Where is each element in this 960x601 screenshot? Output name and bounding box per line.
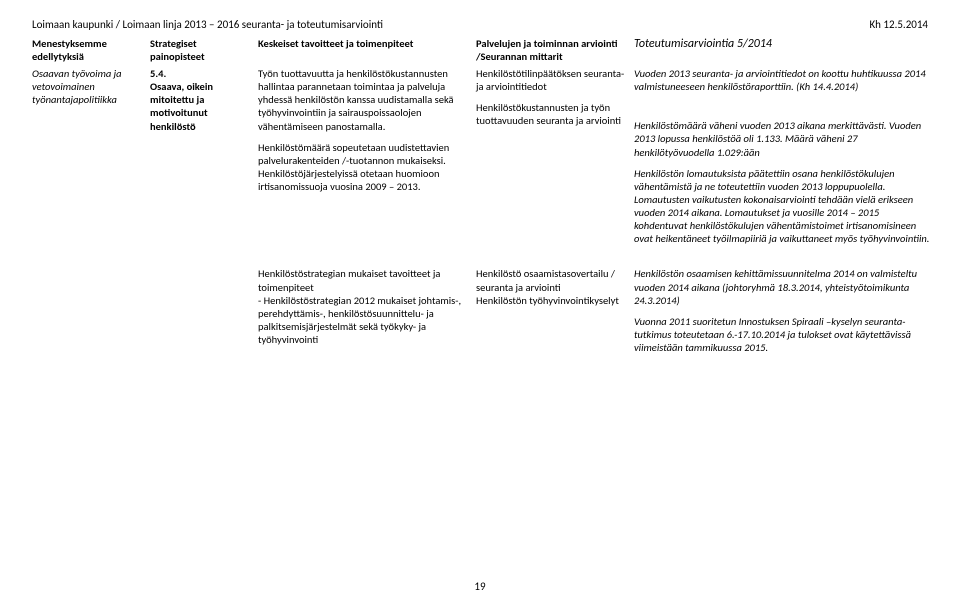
- col5-header: Toteutumisarviointia 5/2014: [634, 37, 934, 67]
- r2-c4-p2: Henkilöstön työhyvinvointikyselyt: [476, 294, 626, 307]
- r2-c5-p2: Vuonna 2011 suoritetun Innostuksen Spira…: [634, 315, 934, 354]
- col1-header: Menestyksemme edellytyksiä: [32, 37, 142, 67]
- r2-c5-p1: Henkilöstön osaamisen kehittämissuunnite…: [634, 267, 934, 306]
- r1-c4: Henkilöstötilinpäätöksen seuranta- ja ar…: [476, 67, 626, 253]
- col4-header: Palvelujen ja toiminnan arviointi /Seura…: [476, 37, 626, 67]
- top-header: Loimaan kaupunki / Loimaan linja 2013 – …: [32, 18, 928, 31]
- page: Loimaan kaupunki / Loimaan linja 2013 – …: [0, 0, 960, 601]
- r2-c3: Henkilöstöstrategian mukaiset tavoitteet…: [258, 267, 468, 362]
- r1-c2-text: Osaava, oikein mitoitettu ja motivoitunu…: [150, 80, 213, 132]
- col2-header: Strategiset painopisteet: [150, 37, 250, 67]
- header-left: Loimaan kaupunki / Loimaan linja 2013 – …: [32, 18, 383, 31]
- r2-c1: [32, 267, 142, 362]
- r1-c5: Vuoden 2013 seuranta- ja arviointitiedot…: [634, 67, 934, 253]
- r2-c4-p1: Henkilöstö osaamistasovertailu / seurant…: [476, 267, 626, 293]
- r1-c5-p2: Henkilöstömäärä väheni vuoden 2013 aikan…: [634, 119, 934, 158]
- r1-c2: 5.4. Osaava, oikein mitoitettu ja motivo…: [150, 67, 250, 253]
- col3-header: Keskeiset tavoitteet ja toimenpiteet: [258, 37, 468, 67]
- r1-c3-p2: Henkilöstömäärä sopeutetaan uudistettavi…: [258, 141, 468, 194]
- r1-c1: Osaavan työvoima ja vetovoimainen työnan…: [32, 67, 142, 253]
- column-headers: Menestyksemme edellytyksiä Strategiset p…: [32, 37, 928, 67]
- r1-c3: Työn tuottavuutta ja henkilöstökustannus…: [258, 67, 468, 253]
- row-1: Osaavan työvoima ja vetovoimainen työnan…: [32, 67, 928, 253]
- r2-c4: Henkilöstö osaamistasovertailu / seurant…: [476, 267, 626, 362]
- r2-c3-p2: - Henkilöstöstrategian 2012 mukaiset joh…: [258, 294, 468, 347]
- page-number: 19: [474, 580, 485, 593]
- r1-c5-p3: Henkilöstön lomautuksista päätettiin osa…: [634, 167, 934, 246]
- r1-c4-p2: Henkilöstökustannusten ja työn tuottavuu…: [476, 101, 626, 127]
- r1-c2-num: 5.4.: [150, 67, 166, 80]
- r1-c5-p1: Vuoden 2013 seuranta- ja arviointitiedot…: [634, 67, 934, 93]
- r2-c5: Henkilöstön osaamisen kehittämissuunnite…: [634, 267, 934, 362]
- row-2: Henkilöstöstrategian mukaiset tavoitteet…: [32, 267, 928, 362]
- r2-c3-p1: Henkilöstöstrategian mukaiset tavoitteet…: [258, 267, 468, 293]
- r2-c2: [150, 267, 250, 362]
- r1-c3-p1: Työn tuottavuutta ja henkilöstökustannus…: [258, 67, 468, 133]
- r1-c4-p1: Henkilöstötilinpäätöksen seuranta- ja ar…: [476, 67, 626, 93]
- header-right: Kh 12.5.2014: [869, 18, 928, 31]
